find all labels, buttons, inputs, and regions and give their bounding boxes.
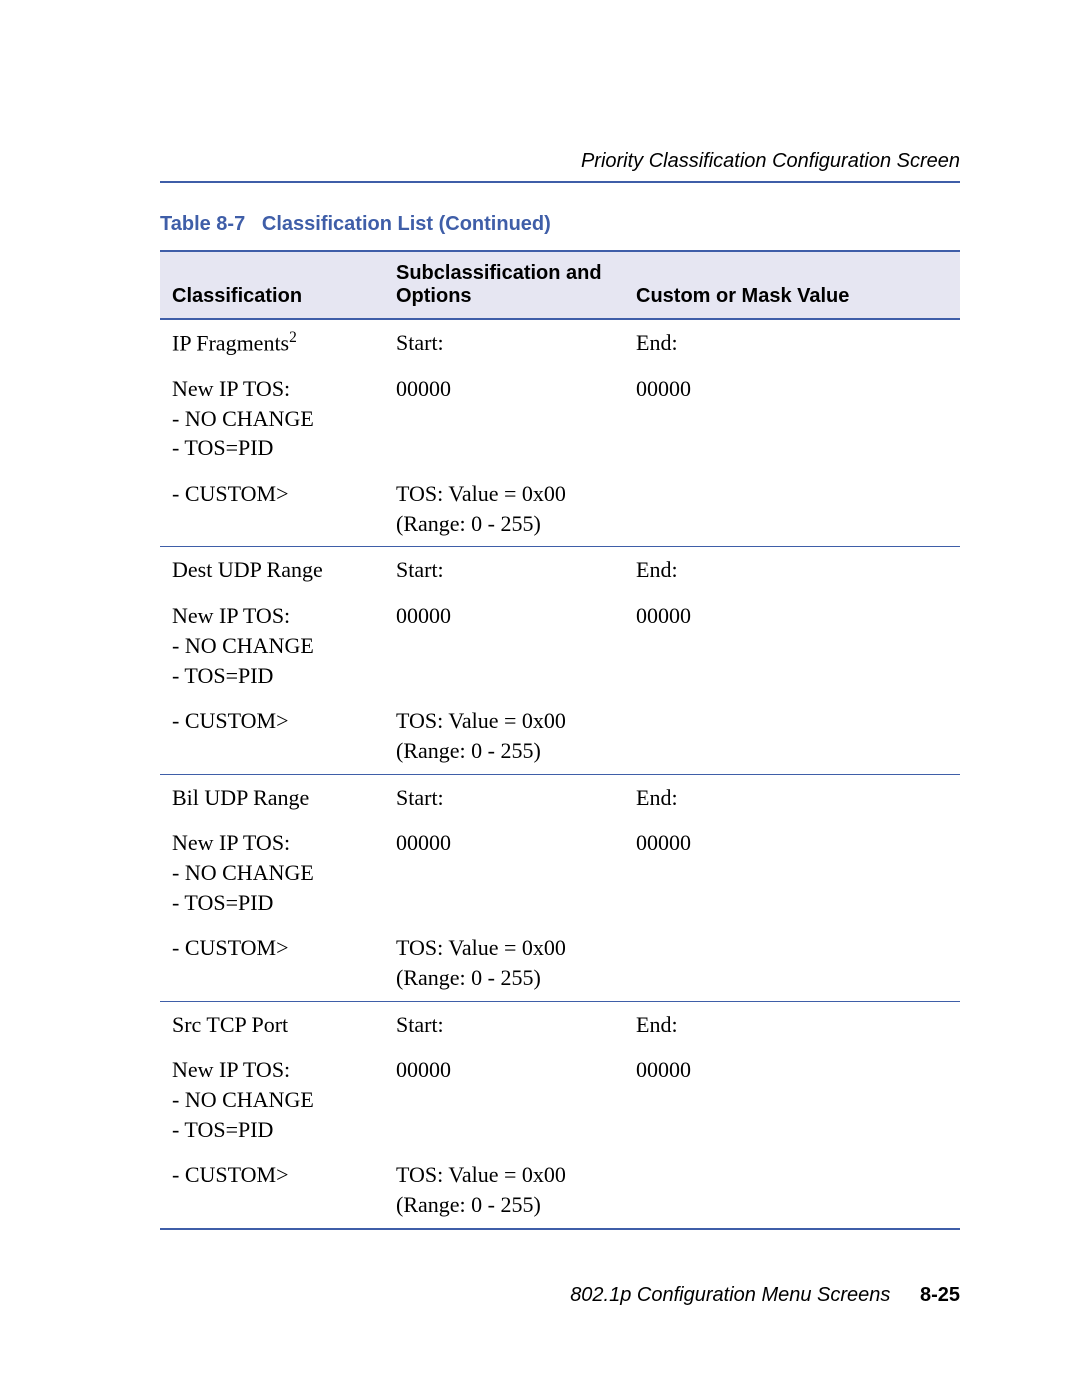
table-row: - CUSTOM> TOS: Value = 0x00(Range: 0 - 2… [160,471,960,547]
cell-classification: - CUSTOM> [160,1152,384,1228]
cell-subclassification: Start: [384,1001,624,1047]
cell-custom: End: [624,547,960,593]
table-row: IP Fragments2 Start: End: [160,319,960,366]
cell-custom [624,471,960,547]
classification-text: IP Fragments [172,330,289,355]
cell-classification: - CUSTOM> [160,925,384,1001]
col-header-subclassification: Subclassification and Options [384,251,624,319]
cell-custom: 00000 [624,593,960,698]
caption-title: Classification List (Continued) [262,213,551,235]
col-header-classification: Classification [160,251,384,319]
cell-custom [624,698,960,774]
cell-classification: IP Fragments2 [160,319,384,366]
cell-subclassification: TOS: Value = 0x00(Range: 0 - 255) [384,1152,624,1228]
cell-subclassification: Start: [384,547,624,593]
footnote-sup: 2 [289,329,297,346]
table-row: - CUSTOM> TOS: Value = 0x00(Range: 0 - 2… [160,925,960,1001]
footer-page-number: 8-25 [920,1284,960,1306]
cell-classification: New IP TOS:- NO CHANGE- TOS=PID [160,1047,384,1152]
cell-subclassification: TOS: Value = 0x00(Range: 0 - 255) [384,471,624,547]
cell-subclassification: Start: [384,774,624,820]
cell-classification: - CUSTOM> [160,471,384,547]
page-footer: 802.1p Configuration Menu Screens 8-25 [0,1284,960,1307]
cell-subclassification: 00000 [384,1047,624,1152]
cell-custom [624,1152,960,1228]
table-row: Src TCP Port Start: End: [160,1001,960,1047]
col-header-custom: Custom or Mask Value [624,251,960,319]
table-caption: Table 8-7 Classification List (Continued… [160,213,960,236]
page-container: Priority Classification Configuration Sc… [0,0,1080,1397]
cell-custom: 00000 [624,1047,960,1152]
table-row: Bil UDP Range Start: End: [160,774,960,820]
table-row: New IP TOS:- NO CHANGE- TOS=PID 00000 00… [160,366,960,471]
cell-custom: 00000 [624,366,960,471]
table-row: New IP TOS:- NO CHANGE- TOS=PID 00000 00… [160,820,960,925]
cell-classification: New IP TOS:- NO CHANGE- TOS=PID [160,366,384,471]
table-header-row: Classification Subclassification and Opt… [160,251,960,319]
cell-classification: New IP TOS:- NO CHANGE- TOS=PID [160,820,384,925]
cell-subclassification: 00000 [384,366,624,471]
classification-table: Classification Subclassification and Opt… [160,250,960,1230]
cell-custom: End: [624,1001,960,1047]
cell-subclassification: TOS: Value = 0x00(Range: 0 - 255) [384,698,624,774]
cell-classification: - CUSTOM> [160,698,384,774]
table-row: New IP TOS:- NO CHANGE- TOS=PID 00000 00… [160,1047,960,1152]
cell-custom: End: [624,774,960,820]
cell-classification: New IP TOS:- NO CHANGE- TOS=PID [160,593,384,698]
header-rule [160,181,960,183]
footer-text: 802.1p Configuration Menu Screens [570,1284,890,1306]
caption-label: Table 8-7 [160,213,245,235]
cell-custom: 00000 [624,820,960,925]
cell-subclassification: Start: [384,319,624,366]
table-row: - CUSTOM> TOS: Value = 0x00(Range: 0 - 2… [160,1152,960,1228]
cell-subclassification: 00000 [384,820,624,925]
cell-classification: Dest UDP Range [160,547,384,593]
table-row: New IP TOS:- NO CHANGE- TOS=PID 00000 00… [160,593,960,698]
cell-classification: Bil UDP Range [160,774,384,820]
running-header: Priority Classification Configuration Sc… [160,150,960,173]
cell-classification: Src TCP Port [160,1001,384,1047]
table-row: Dest UDP Range Start: End: [160,547,960,593]
cell-subclassification: TOS: Value = 0x00(Range: 0 - 255) [384,925,624,1001]
cell-custom [624,925,960,1001]
table-row: - CUSTOM> TOS: Value = 0x00(Range: 0 - 2… [160,698,960,774]
cell-subclassification: 00000 [384,593,624,698]
cell-custom: End: [624,319,960,366]
